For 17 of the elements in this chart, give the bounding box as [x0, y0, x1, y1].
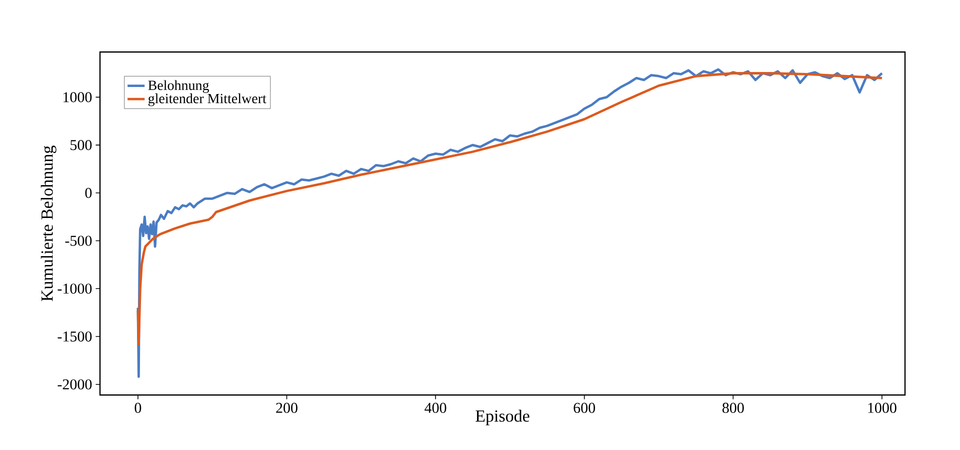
x-tick-label: 400 [424, 402, 446, 413]
y-tick-label: -2000 [58, 379, 92, 390]
x-tick-label: 600 [574, 402, 596, 413]
y-tick-label: -1000 [58, 284, 92, 294]
x-tick-label: 0 [134, 402, 142, 413]
y-tick-label: 0 [85, 188, 92, 198]
x-tick-label: 1000 [868, 402, 896, 413]
legend-label: gleitender Mittelwert [148, 93, 266, 106]
y-tick-label: 500 [70, 140, 92, 150]
x-axis-title: Episode [476, 410, 530, 426]
y-tick-label: 1000 [64, 92, 92, 102]
x-tick-label: 800 [722, 402, 744, 413]
y-axis-title: Kumulierte Belohnung [40, 146, 56, 302]
y-tick-label: -1500 [58, 331, 92, 342]
x-tick-label: 200 [276, 402, 298, 413]
legend-label: Belohnung [148, 80, 209, 93]
y-tick-label: -500 [65, 236, 92, 246]
